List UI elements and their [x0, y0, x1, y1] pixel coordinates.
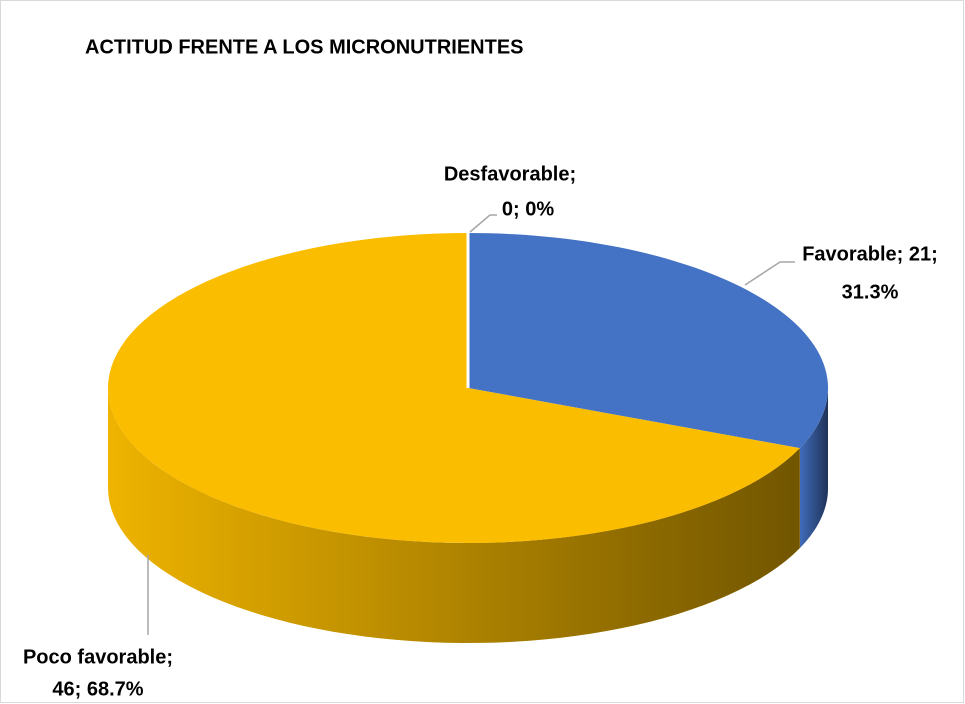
slice: [108, 233, 800, 543]
data-label: 0; 0%: [502, 198, 554, 220]
data-label: Favorable; 21;: [802, 243, 938, 265]
slice: [468, 233, 828, 449]
data-label: Desfavorable;: [444, 163, 576, 185]
slice-side-shade: [108, 388, 800, 643]
chart-title: ACTITUD FRENTE A LOS MICRONUTRIENTES: [85, 36, 524, 58]
data-label: 46; 68.7%: [52, 678, 143, 700]
leader-line: [469, 214, 497, 233]
slice-side-shade: [799, 388, 828, 549]
data-label: 31.3%: [842, 281, 899, 303]
leader-line: [744, 261, 795, 286]
data-label: Poco favorable;: [23, 646, 173, 668]
